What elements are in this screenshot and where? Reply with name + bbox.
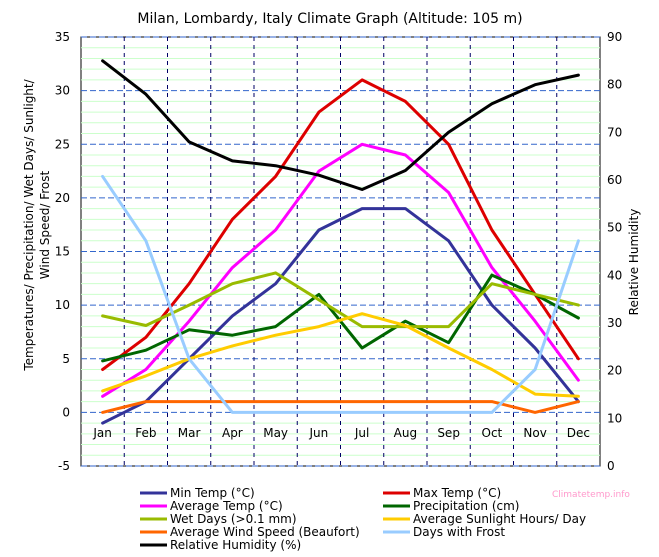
x-tick-label: Sep (437, 426, 460, 440)
legend-label: Days with Frost (413, 525, 505, 539)
watermark: Climatetemp.info (552, 490, 630, 500)
x-tick-label: Feb (135, 426, 156, 440)
right-tick-label: 80 (607, 78, 622, 92)
left-tick-label: 0 (62, 405, 70, 419)
x-tick-label: May (263, 426, 288, 440)
legend: Min Temp (°C) Max Temp (°C) Average Temp (… (140, 486, 586, 552)
legend-label: Average Sunlight Hours/ Day (413, 512, 586, 526)
series-lines (101, 59, 580, 425)
chart-title: Milan, Lombardy, Italy Climate Graph (Al… (137, 11, 522, 27)
left-tick-label: 25 (55, 137, 70, 151)
right-tick-label: 60 (607, 173, 622, 187)
legend-label: Min Temp (°C) (170, 486, 255, 500)
x-tick-label: Jun (309, 426, 329, 440)
right-axis-label: Relative Humidity (627, 209, 641, 316)
left-tick-label: 15 (55, 245, 70, 259)
series-line (101, 207, 580, 425)
left-axis-label-line-1: Temperatures/ Precipitation/ Wet Days/ S… (22, 78, 36, 371)
left-tick-label: 20 (55, 191, 70, 205)
series-line (101, 59, 580, 191)
right-tick-label: 40 (607, 268, 622, 282)
x-tick-label: Mar (178, 426, 201, 440)
right-tick-label: 90 (607, 30, 622, 44)
x-tick-label: Nov (523, 426, 546, 440)
left-axis-label-line-2: Wind Speed/ Frost (38, 170, 52, 279)
legend-label: Wet Days (>0.1 mm) (170, 512, 297, 526)
right-tick-label: 20 (607, 364, 622, 378)
legend-label: Average Wind Speed (Beaufort) (170, 525, 360, 539)
x-tick-label: Oct (482, 426, 503, 440)
right-tick-label: 70 (607, 125, 622, 139)
right-axis-ticks: 90 80 70 60 50 40 30 20 10 0 (607, 30, 622, 473)
series-line (101, 78, 580, 371)
legend-label: Average Temp (°C) (170, 499, 283, 513)
left-axis-label: Temperatures/ Precipitation/ Wet Days/ S… (22, 78, 52, 371)
legend-label: Precipitation (cm) (413, 499, 519, 513)
legend-label: Max Temp (°C) (413, 486, 501, 500)
right-tick-label: 0 (607, 459, 615, 473)
right-tick-label: 30 (607, 316, 622, 330)
x-tick-label: Aug (394, 426, 417, 440)
x-axis-ticks: Jan Feb Mar Apr May Jun Jul Aug Sep Oct Nov Dec (92, 426, 590, 440)
series-line (101, 271, 580, 329)
left-tick-label: 30 (55, 84, 70, 98)
left-tick-label: 10 (55, 298, 70, 312)
left-tick-label: 5 (62, 352, 70, 366)
left-axis-ticks: 35 30 25 20 15 10 5 0 -5 (55, 30, 70, 473)
x-tick-label: Dec (567, 426, 590, 440)
right-axis-label-group: Relative Humidity (627, 209, 641, 316)
x-tick-label: Jul (354, 426, 369, 440)
left-tick-label: 35 (55, 30, 70, 44)
series-line (101, 312, 580, 398)
x-tick-label: Apr (222, 426, 243, 440)
series-line (101, 174, 580, 414)
legend-label: Relative Humidity (%) (170, 538, 301, 552)
right-tick-label: 10 (607, 411, 622, 425)
left-tick-label: -5 (58, 459, 70, 473)
series-line (101, 142, 580, 398)
x-tick-label: Jan (92, 426, 112, 440)
right-tick-label: 50 (607, 221, 622, 235)
